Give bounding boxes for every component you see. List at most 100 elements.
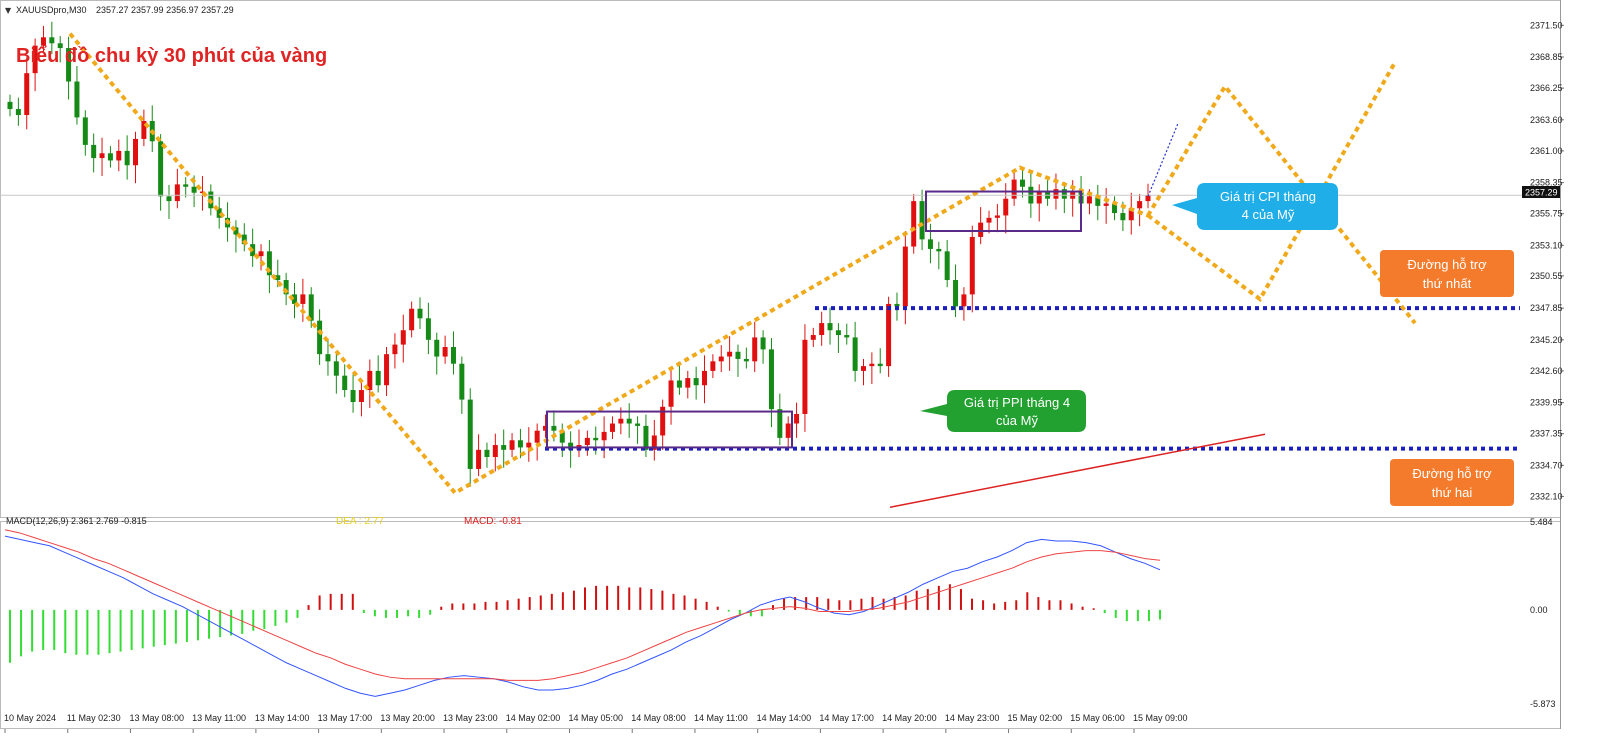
current-price-box: [1522, 186, 1560, 198]
candle-body: [99, 153, 105, 159]
candle-body: [936, 248, 942, 252]
price-tick-label: 2361.00: [1530, 146, 1563, 156]
candle-body: [969, 236, 975, 295]
candle-body: [886, 303, 892, 367]
zigzag-forecast-alt-path: [1146, 61, 1397, 303]
candle-body: [258, 251, 264, 257]
candle-body: [1128, 208, 1134, 221]
time-tick-label: 13 May 08:00: [129, 713, 184, 723]
candle-body: [760, 337, 766, 350]
candle-body: [693, 378, 699, 386]
candle-body: [777, 409, 783, 438]
candle-body: [986, 217, 992, 223]
candle-body: [40, 37, 46, 46]
time-tick-label: 11 May 02:30: [67, 713, 121, 723]
time-tick-label: 14 May 14:00: [757, 713, 812, 723]
candle-body: [158, 141, 164, 197]
candle-body: [994, 215, 1000, 218]
candle-body: [425, 318, 431, 340]
time-tick-label: 14 May 02:00: [506, 713, 561, 723]
candle-body: [877, 363, 883, 367]
candle-body: [317, 320, 323, 355]
candles-group: [7, 21, 1151, 487]
candle-body: [459, 363, 465, 400]
consolidation-box-cpi: [925, 190, 1082, 232]
candle-body: [107, 153, 113, 161]
candle-body: [869, 363, 875, 367]
macd-value-label: MACD: -0.81: [464, 516, 522, 527]
candle-body: [266, 251, 272, 276]
zigzag-forecast-up-path: [1146, 82, 1417, 325]
collapse-arrow-icon[interactable]: ▼: [5, 6, 12, 15]
dea-label: DEA : 2.77: [336, 516, 384, 527]
time-tick-label: 13 May 11:00: [192, 713, 246, 723]
time-tick-label: 13 May 20:00: [380, 713, 435, 723]
price-tick-label: 2347.85: [1530, 303, 1563, 313]
price-tick-label: 2358.35: [1530, 178, 1563, 188]
candle-body: [384, 354, 390, 386]
price-pane[interactable]: [0, 0, 1561, 518]
candle-body: [199, 191, 205, 194]
candle-body: [1145, 195, 1151, 202]
support1-text-2: thứ nhất: [1423, 276, 1472, 291]
candle-body: [819, 323, 825, 336]
candle-body: [82, 117, 88, 145]
time-tick-label: 13 May 23:00: [443, 713, 498, 723]
candle-body: [768, 349, 774, 410]
candle-body: [835, 330, 841, 336]
time-tick-label: 15 May 09:00: [1133, 713, 1188, 723]
candle-body: [57, 43, 63, 49]
current-price-label: 2357.29: [1525, 188, 1558, 198]
cpi-callout: Giá trị CPI tháng 4 của Mỹ: [1172, 183, 1338, 230]
price-tick-label: 2350.55: [1530, 271, 1563, 281]
candle-body: [626, 418, 632, 424]
candle-body: [450, 346, 456, 364]
candle-body: [660, 406, 666, 436]
macd-indicator: 5.484 0.00 -5.873: [4, 517, 1556, 709]
candle-body: [216, 208, 222, 218]
candle-body: [978, 222, 984, 237]
candle-body: [944, 251, 950, 281]
candle-body: [467, 399, 473, 469]
chart-title: Biểu đồ chu kỳ 30 phút của vàng: [16, 45, 327, 67]
candle-body: [91, 144, 97, 159]
candle-body: [501, 445, 507, 450]
support2-text-1: Đường hỗ trợ: [1412, 466, 1492, 481]
candle-body: [584, 437, 590, 446]
candle-body: [409, 308, 415, 331]
time-tick-label: 14 May 08:00: [631, 713, 686, 723]
time-tick-label: 14 May 20:00: [882, 713, 937, 723]
candle-body: [350, 390, 356, 402]
candle-body: [927, 239, 933, 249]
time-tick-label: 13 May 17:00: [318, 713, 373, 723]
price-tick-label: 2355.75: [1530, 209, 1563, 219]
candle-body: [492, 445, 498, 457]
candle-body: [300, 294, 306, 304]
candle-body: [417, 308, 423, 319]
candle-body: [116, 150, 122, 161]
candle-body: [651, 435, 657, 450]
ppi-text-1: Giá trị PPI tháng 4: [964, 395, 1070, 410]
symbol-line: XAUUSDpro,M30: [16, 5, 87, 15]
price-tick-label: 2363.60: [1530, 115, 1563, 125]
candle-body: [1103, 203, 1109, 206]
candle-body: [476, 449, 482, 469]
candle-body: [559, 430, 565, 443]
candle-body: [743, 358, 749, 362]
candle-body: [1061, 189, 1067, 199]
time-axis: 10 May 2024 11 May 02:30 13 May 08:00 13 Ma…: [4, 713, 1188, 733]
macd-pane[interactable]: [0, 521, 1561, 729]
candle-body: [49, 37, 55, 44]
candle-body: [593, 437, 599, 441]
candle-body: [283, 280, 289, 295]
candle-body: [609, 423, 615, 432]
candle-body: [676, 380, 682, 388]
candle-body: [325, 354, 331, 362]
ppi-text-2: của Mỹ: [996, 413, 1038, 428]
candle-body: [844, 335, 850, 338]
candle-body: [1095, 196, 1101, 206]
support2-callout: Đường hỗ trợ thứ hai: [1390, 459, 1514, 506]
price-tick-label: 2371.50: [1530, 20, 1563, 30]
time-tick-label: 14 May 23:00: [945, 713, 1000, 723]
